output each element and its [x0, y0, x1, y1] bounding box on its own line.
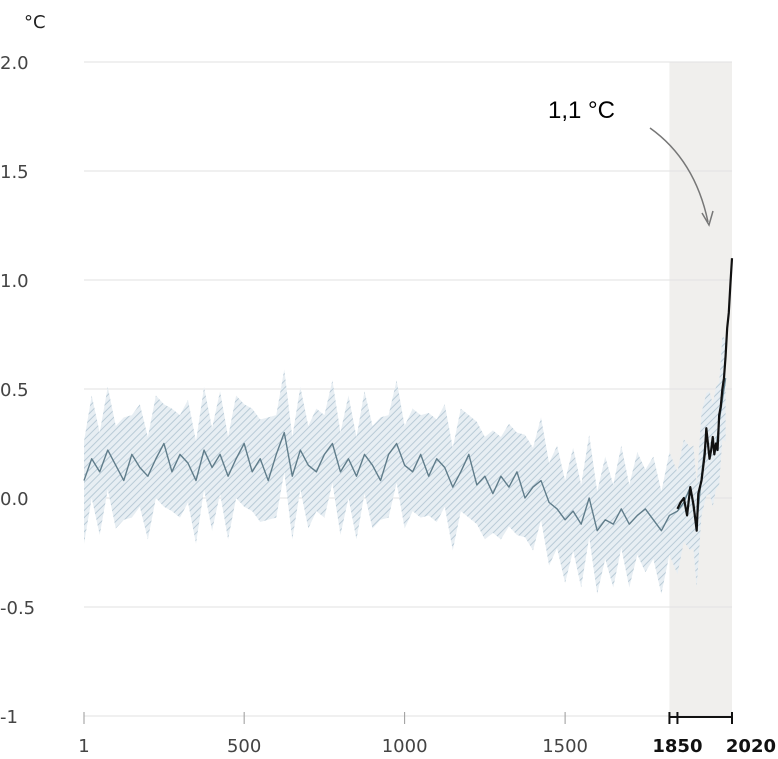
y-tick-label: 2.0 [0, 53, 29, 74]
x-tick-label: 1000 [382, 736, 428, 757]
x-tick-label: 1500 [542, 736, 588, 757]
x-axis: 1 500 1000 1500 1850 2020 [78, 712, 776, 757]
annotation-arrow [649, 127, 709, 223]
y-axis-unit-label: °C [24, 12, 46, 33]
y-tick-label: 1.5 [0, 162, 29, 183]
y-axis-ticks: 2.0 1.5 1.0 0.5 0.0 -0.5 -1 [0, 53, 35, 728]
y-tick-label: -0.5 [0, 598, 35, 619]
y-tick-label: 0.0 [0, 489, 29, 510]
y-tick-label: 1.0 [0, 271, 29, 292]
annotation-text: 1,1 °C [548, 97, 615, 124]
observed-temperature-line [676, 258, 734, 532]
y-tick-label: 0.5 [0, 380, 29, 401]
annotation-arrowhead [701, 210, 714, 227]
x-tick-label: 500 [227, 736, 261, 757]
x-tick-label: 1850 [652, 736, 702, 757]
reconstructed-temperature-line [83, 377, 727, 532]
x-tick-label: 2020 [726, 736, 776, 757]
annotation: 1,1 °C [548, 97, 714, 227]
y-tick-label: -1 [0, 707, 18, 728]
x-tick-label: 1 [78, 736, 89, 757]
series-lines [83, 258, 734, 532]
grid-lines [84, 61, 732, 717]
